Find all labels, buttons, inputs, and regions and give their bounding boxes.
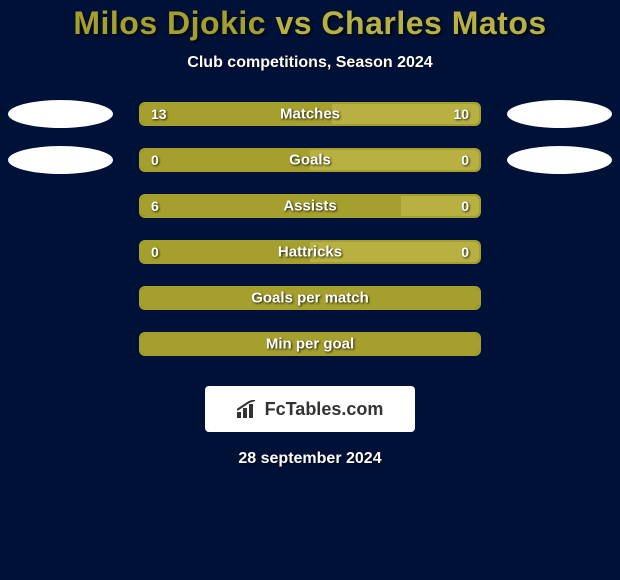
stat-bar: Assists 6 0 bbox=[139, 194, 481, 218]
avatar-left bbox=[8, 100, 113, 128]
logo-text: FcTables.com bbox=[237, 399, 384, 420]
stat-label: Goals bbox=[289, 152, 331, 169]
logo-box: FcTables.com bbox=[205, 386, 415, 432]
stat-label: Goals per match bbox=[251, 290, 369, 307]
stat-row: Assists 6 0 bbox=[0, 194, 620, 218]
bar-left-fill bbox=[141, 150, 310, 170]
subtitle: Club competitions, Season 2024 bbox=[187, 54, 432, 72]
stat-value-right: 0 bbox=[461, 152, 469, 168]
stat-label: Assists bbox=[283, 198, 336, 215]
stat-row: Goals 0 0 bbox=[0, 148, 620, 172]
chart-icon bbox=[237, 400, 259, 418]
stat-row: Matches 13 10 bbox=[0, 102, 620, 126]
stat-value-right: 0 bbox=[461, 244, 469, 260]
stat-bar: Hattricks 0 0 bbox=[139, 240, 481, 264]
vs-text: vs bbox=[266, 5, 321, 41]
stat-value-left: 0 bbox=[151, 152, 159, 168]
stat-bar: Goals 0 0 bbox=[139, 148, 481, 172]
avatar-left bbox=[8, 146, 113, 174]
stat-value-right: 0 bbox=[461, 198, 469, 214]
bar-left-fill bbox=[141, 196, 401, 216]
stats-container: Matches1310Goals00Assists60Hattricks00Go… bbox=[0, 102, 620, 378]
stat-label: Matches bbox=[280, 106, 340, 123]
stat-bar: Goals per match bbox=[139, 286, 481, 310]
stat-label: Hattricks bbox=[278, 244, 342, 261]
stat-row: Min per goal bbox=[0, 332, 620, 356]
player1-name: Milos Djokic bbox=[73, 5, 266, 41]
date-text: 28 september 2024 bbox=[238, 450, 381, 468]
stat-row: Hattricks 0 0 bbox=[0, 240, 620, 264]
stat-bar: Min per goal bbox=[139, 332, 481, 356]
avatar-right bbox=[507, 100, 612, 128]
comparison-title: Milos Djokic vs Charles Matos bbox=[73, 5, 546, 42]
stat-row: Goals per match bbox=[0, 286, 620, 310]
stat-value-left: 13 bbox=[151, 106, 167, 122]
logo-label: FcTables.com bbox=[265, 399, 384, 420]
player2-name: Charles Matos bbox=[321, 5, 546, 41]
stat-value-right: 10 bbox=[453, 106, 469, 122]
avatar-right bbox=[507, 146, 612, 174]
bar-right-fill bbox=[310, 150, 479, 170]
stat-label: Min per goal bbox=[266, 336, 354, 353]
stat-value-left: 0 bbox=[151, 244, 159, 260]
stat-bar: Matches 13 10 bbox=[139, 102, 481, 126]
stat-value-left: 6 bbox=[151, 198, 159, 214]
